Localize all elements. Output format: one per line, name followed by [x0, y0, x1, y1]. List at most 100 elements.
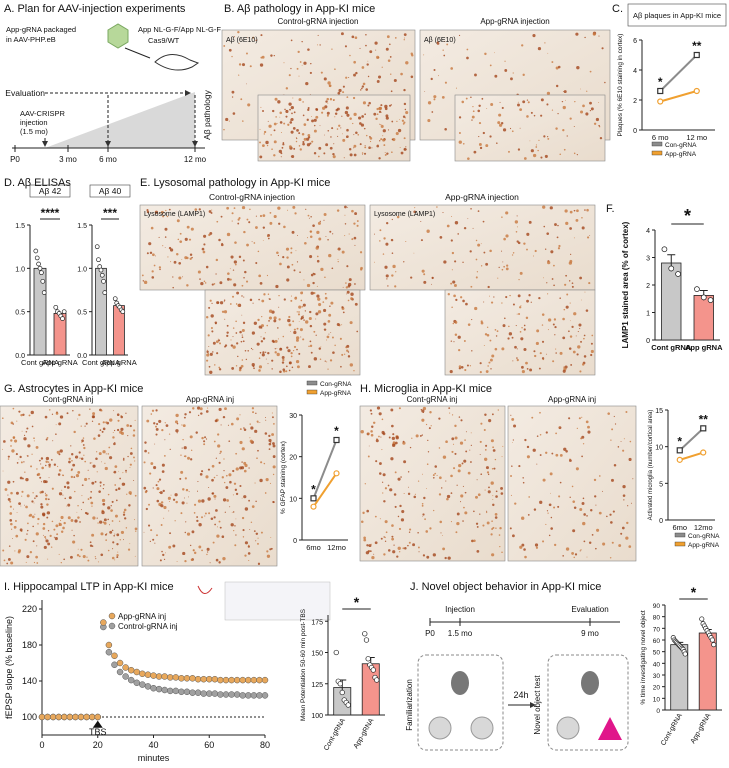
stain-dot — [568, 347, 572, 350]
stain-dot — [402, 115, 406, 118]
stain-dot — [515, 230, 518, 233]
stain-dot — [323, 134, 325, 136]
stain-dot — [111, 529, 114, 532]
stain-dot — [211, 464, 215, 468]
stain-dot — [325, 100, 328, 103]
stain-dot — [268, 438, 272, 443]
stain-dot — [464, 439, 466, 441]
stain-dot — [22, 413, 25, 416]
stain-dot — [174, 520, 176, 522]
stain-dot — [412, 543, 416, 547]
stain-dot — [404, 108, 407, 111]
stain-dot — [543, 135, 546, 138]
stain-dot — [168, 510, 170, 512]
stain-dot — [432, 277, 434, 279]
stain-dot — [358, 116, 362, 120]
stain-dot — [220, 243, 224, 247]
stain-dot — [315, 312, 319, 316]
stain-dot — [498, 113, 502, 117]
stain-dot — [516, 357, 518, 359]
stain-dot — [290, 355, 293, 358]
stain-dot — [184, 531, 187, 534]
stain-dot — [478, 104, 481, 107]
data-point — [166, 687, 174, 695]
stain-dot — [181, 501, 185, 505]
stain-dot — [353, 112, 357, 117]
stain-dot — [219, 342, 222, 345]
stain-dot — [417, 546, 420, 549]
stain-dot — [218, 238, 221, 242]
panel-label: C. — [612, 3, 623, 15]
stain-dot — [73, 430, 76, 434]
stain-dot — [120, 427, 124, 431]
stain-dot — [524, 438, 527, 442]
stain-dot — [434, 472, 437, 475]
stain-dot — [175, 429, 179, 433]
stain-dot — [460, 494, 464, 498]
stain-dot — [386, 35, 390, 39]
stain-dot — [296, 327, 299, 330]
stain-dot — [60, 530, 64, 533]
stain-dot — [324, 292, 327, 295]
stain-dot — [482, 524, 485, 527]
stain-dot — [257, 537, 259, 539]
stain-dot — [361, 66, 365, 69]
stain-dot — [398, 551, 401, 553]
stain-dot — [393, 544, 395, 546]
stain-dot — [317, 155, 320, 158]
stain-dot — [462, 299, 465, 303]
stain-dot — [570, 364, 573, 366]
stain-dot — [227, 424, 230, 426]
stain-dot — [281, 361, 285, 364]
stain-dot — [428, 427, 431, 430]
stain-dot — [261, 144, 265, 148]
stain-dot — [234, 544, 237, 547]
data-point — [102, 290, 108, 295]
data-point — [200, 675, 207, 683]
stain-dot — [109, 530, 113, 534]
stain-dot — [261, 299, 265, 303]
stain-dot — [66, 412, 69, 415]
stain-dot — [41, 490, 44, 494]
stain-dot — [206, 350, 209, 354]
stain-dot — [451, 414, 454, 416]
stain-dot — [81, 495, 83, 497]
data-point — [250, 676, 258, 684]
stain-dot — [85, 422, 88, 425]
stain-dot — [381, 66, 383, 68]
stain-dot — [569, 210, 573, 214]
stain-dot — [259, 214, 263, 218]
stain-dot — [244, 270, 247, 274]
stain-dot — [477, 210, 480, 212]
stain-dot — [607, 412, 610, 415]
stain-dot — [6, 562, 9, 565]
stain-dot — [201, 549, 203, 552]
stain-dot — [385, 47, 389, 51]
stain-dot — [113, 410, 115, 412]
stain-dot — [266, 554, 271, 558]
stain-dot — [329, 98, 333, 101]
stain-dot — [175, 500, 178, 504]
stain-dot — [244, 463, 248, 468]
condition-label: App-gRNA inj — [548, 395, 596, 404]
data-point — [707, 297, 714, 303]
stain-dot — [299, 61, 302, 63]
stain-dot — [205, 475, 209, 479]
stain-dot — [288, 102, 292, 106]
stain-dot — [466, 48, 469, 51]
stain-dot — [199, 473, 203, 476]
stain-dot — [396, 120, 398, 123]
stain-dot — [215, 273, 217, 275]
stain-dot — [422, 406, 427, 411]
stain-dot — [475, 495, 478, 499]
stain-dot — [312, 224, 315, 227]
stain-dot — [239, 330, 242, 334]
stain-dot — [436, 206, 438, 208]
stain-dot — [465, 431, 467, 433]
timeline-label: Evaluation — [571, 605, 608, 614]
stain-dot — [470, 432, 472, 434]
stain-dot — [208, 487, 210, 488]
stain-dot — [13, 525, 17, 529]
y-tick-label: 80 — [653, 615, 661, 622]
stain-dot — [527, 101, 530, 104]
